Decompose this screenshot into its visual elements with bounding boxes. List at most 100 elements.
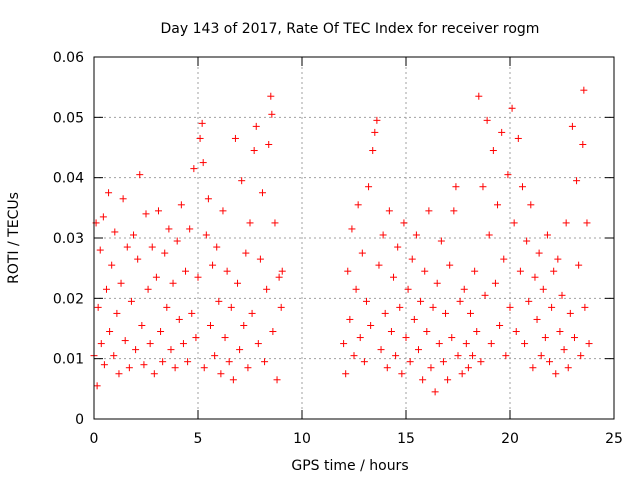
data-point	[525, 297, 533, 305]
data-point	[198, 119, 206, 127]
data-point	[485, 231, 493, 239]
x-tick-label: 25	[605, 431, 623, 447]
data-point	[138, 321, 146, 329]
data-point	[387, 328, 395, 336]
data-point	[568, 122, 576, 130]
data-point	[458, 370, 466, 378]
data-point	[460, 285, 468, 293]
data-point	[541, 334, 549, 342]
data-point	[504, 171, 512, 179]
data-point	[177, 201, 185, 209]
data-point	[523, 237, 531, 245]
data-point	[483, 116, 491, 124]
data-point	[421, 267, 429, 275]
data-point	[385, 207, 393, 215]
data-point	[371, 128, 379, 136]
data-point	[231, 134, 239, 142]
data-point	[182, 267, 190, 275]
data-point	[383, 364, 391, 372]
data-point	[479, 183, 487, 191]
data-point	[167, 346, 175, 354]
data-point	[529, 364, 537, 372]
data-point	[136, 171, 144, 179]
data-point	[498, 128, 506, 136]
data-point	[435, 340, 443, 348]
data-point	[473, 328, 481, 336]
data-point	[369, 147, 377, 155]
data-point	[142, 210, 150, 218]
x-tick-label: 20	[501, 431, 519, 447]
data-point	[108, 261, 116, 269]
data-point	[206, 321, 214, 329]
data-point	[579, 140, 587, 148]
data-point	[213, 243, 221, 251]
data-point	[152, 273, 160, 281]
data-point	[148, 243, 156, 251]
data-point	[265, 140, 273, 148]
data-point	[521, 340, 529, 348]
data-point	[209, 261, 217, 269]
data-point	[130, 231, 138, 239]
data-point	[171, 364, 179, 372]
data-point	[410, 315, 418, 323]
data-point	[277, 303, 285, 311]
y-tick-labels: 0 0.01 0.02 0.03 0.04 0.05 0.06	[53, 50, 84, 428]
data-point	[548, 303, 556, 311]
data-point	[487, 340, 495, 348]
data-point	[267, 92, 275, 100]
scatter-points	[90, 86, 593, 396]
y-tick-label: 0.02	[53, 291, 84, 307]
data-point	[229, 376, 237, 384]
data-point	[186, 225, 194, 233]
data-point	[202, 231, 210, 239]
data-point	[510, 219, 518, 227]
grid-lines	[94, 57, 614, 419]
data-point	[543, 231, 551, 239]
data-point	[269, 328, 277, 336]
data-point	[110, 352, 118, 360]
data-point	[111, 228, 119, 236]
data-point	[456, 297, 464, 305]
y-tick-label: 0.03	[53, 231, 84, 247]
data-point	[396, 303, 404, 311]
data-point	[437, 237, 445, 245]
data-point	[215, 297, 223, 305]
data-point	[527, 201, 535, 209]
y-tick-label: 0	[75, 412, 84, 428]
data-point	[211, 352, 219, 360]
data-point	[342, 370, 350, 378]
data-point	[477, 358, 485, 366]
data-point	[140, 361, 148, 369]
data-point	[358, 249, 366, 257]
data-point	[354, 201, 362, 209]
data-point	[412, 231, 420, 239]
data-point	[127, 297, 135, 305]
x-tick-label: 15	[397, 431, 415, 447]
data-point	[454, 352, 462, 360]
y-tick-label: 0.04	[53, 171, 84, 187]
data-point	[271, 219, 279, 227]
data-point	[431, 388, 439, 396]
data-point	[263, 285, 271, 293]
data-point	[500, 255, 508, 263]
data-point	[246, 219, 254, 227]
data-point	[204, 195, 212, 203]
data-point	[242, 249, 250, 257]
data-point	[433, 279, 441, 287]
data-point	[481, 291, 489, 299]
data-point	[404, 285, 412, 293]
data-point	[537, 352, 545, 360]
data-point	[531, 273, 539, 281]
data-point	[425, 207, 433, 215]
data-point	[113, 309, 121, 317]
data-point	[423, 328, 431, 336]
data-point	[144, 285, 152, 293]
data-point	[564, 364, 572, 372]
data-point	[575, 261, 583, 269]
y-tick-label: 0.05	[53, 110, 84, 126]
x-tick-label: 0	[90, 431, 99, 447]
data-point	[491, 279, 499, 287]
data-point	[268, 110, 276, 118]
data-point	[489, 147, 497, 155]
data-point	[450, 207, 458, 215]
